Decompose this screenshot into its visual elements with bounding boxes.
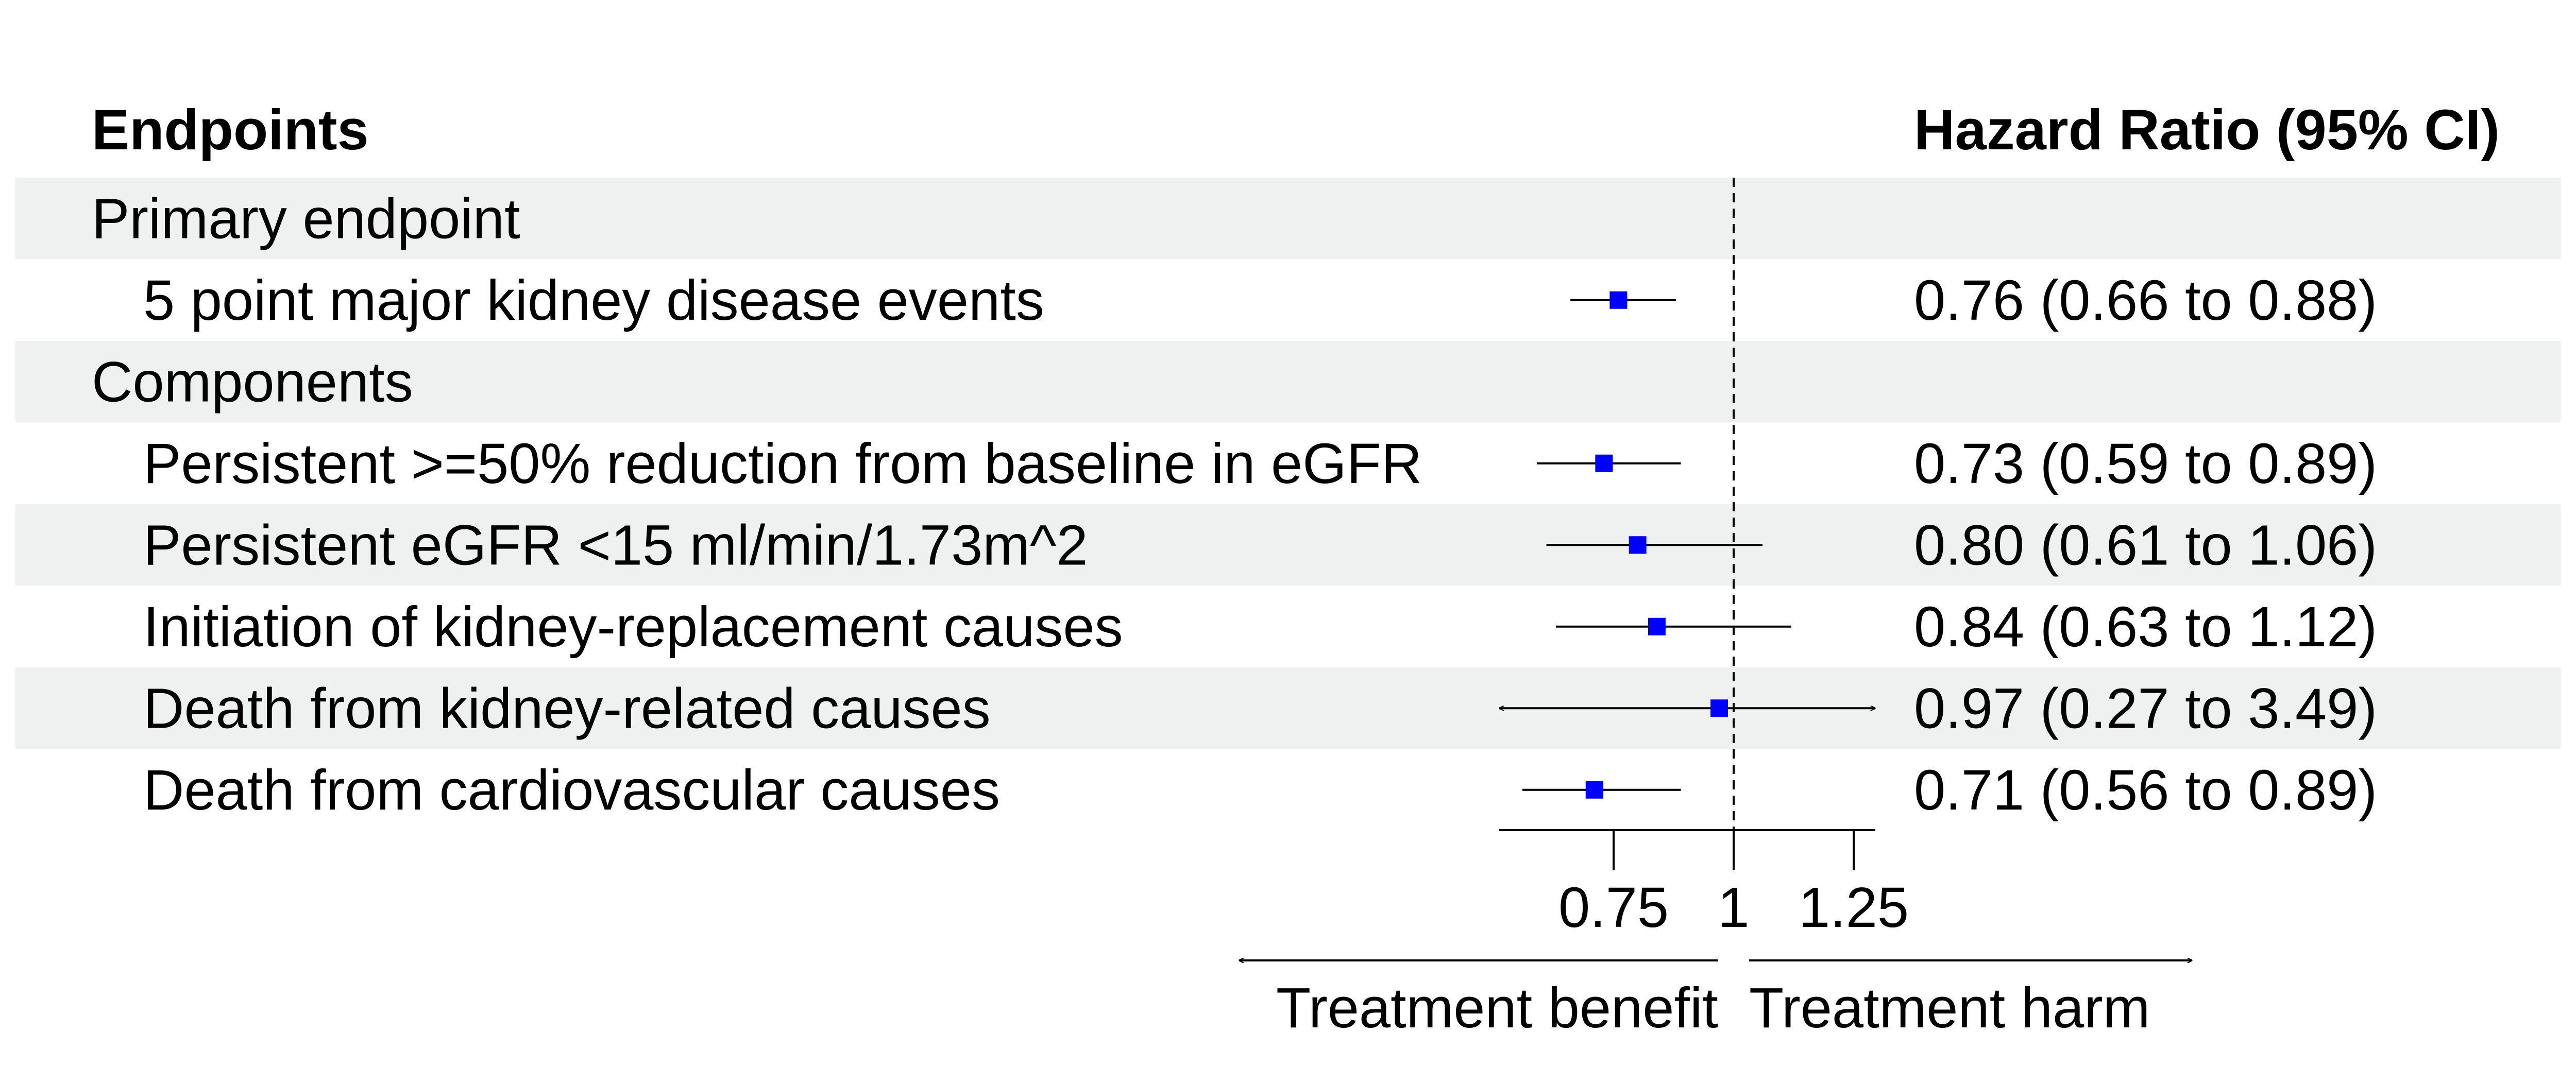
- endpoint-label: Death from cardiovascular causes: [143, 759, 1000, 822]
- point-estimate: [1585, 781, 1603, 799]
- treatment-harm-label: Treatment harm: [1749, 976, 2150, 1040]
- group-label: Primary endpoint: [92, 187, 520, 250]
- hazard-ratio-value: 0.97 (0.27 to 3.49): [1914, 677, 2377, 740]
- treatment-benefit-label: Treatment benefit: [1276, 976, 1718, 1040]
- endpoint-label: Persistent >=50% reduction from baseline…: [143, 432, 1422, 495]
- point-estimate: [1595, 454, 1613, 472]
- header-hazard-ratio: Hazard Ratio (95% CI): [1914, 98, 2500, 162]
- hazard-ratio-value: 0.76 (0.66 to 0.88): [1914, 269, 2377, 332]
- row-shade: [15, 504, 2561, 586]
- point-estimate: [1710, 699, 1728, 717]
- point-estimate: [1648, 617, 1666, 635]
- x-tick-label: 0.75: [1558, 876, 1669, 939]
- row-shade: [15, 341, 2561, 423]
- hazard-ratio-value: 0.80 (0.61 to 1.06): [1914, 513, 2377, 577]
- point-estimate: [1609, 291, 1628, 309]
- hazard-ratio-value: 0.73 (0.59 to 0.89): [1914, 432, 2377, 495]
- row-shade: [15, 178, 2561, 260]
- hazard-ratio-value: 0.84 (0.63 to 1.12): [1914, 595, 2377, 659]
- endpoint-label: Initiation of kidney-replacement causes: [143, 595, 1123, 659]
- endpoint-label: 5 point major kidney disease events: [143, 269, 1044, 332]
- group-label: Components: [92, 350, 413, 414]
- endpoint-label: Persistent eGFR <15 ml/min/1.73m^2: [143, 513, 1088, 577]
- point-estimate: [1629, 536, 1647, 554]
- endpoint-label: Death from kidney-related causes: [143, 677, 991, 740]
- row-shade: [15, 667, 2561, 749]
- x-tick-label: 1: [1718, 876, 1749, 939]
- hazard-ratio-value: 0.71 (0.56 to 0.89): [1914, 759, 2377, 822]
- header-endpoints: Endpoints: [92, 98, 369, 162]
- x-tick-label: 1.25: [1799, 876, 1909, 939]
